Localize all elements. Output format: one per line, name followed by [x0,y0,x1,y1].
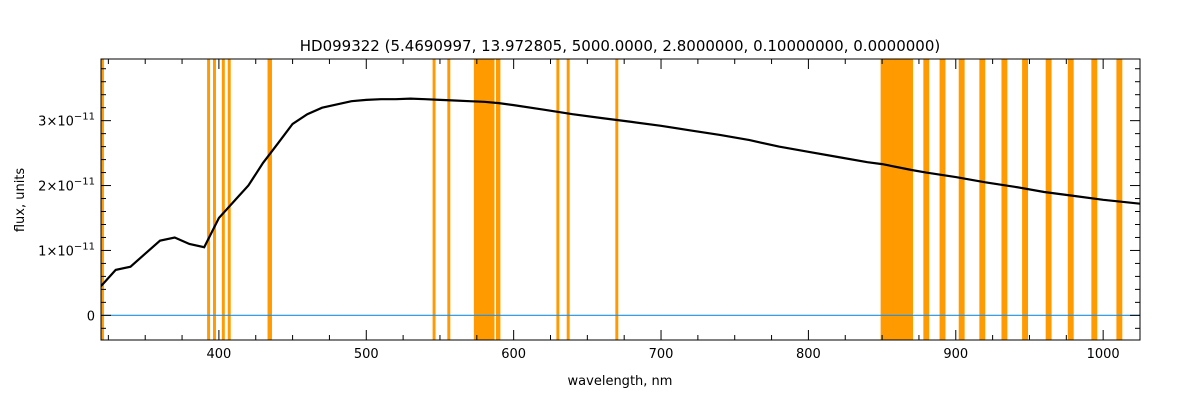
masked-region-8 [473,59,495,340]
x-tick-label-0: 400 [206,347,231,362]
masked-region-4 [227,59,231,340]
masked-region-23 [1116,59,1123,340]
x-tick-label-6: 1000 [1087,347,1120,362]
plot-frame [100,58,1141,341]
masked-region-5 [267,59,272,340]
masked-region-0 [101,59,104,340]
y-tick-label-2: 2×10−11 [38,177,95,195]
x-tick-label-5: 900 [943,347,968,362]
masked-region-12 [615,59,619,340]
y-axis: 0 1×10−11 2×10−11 3×10−11 [38,68,1140,329]
y-axis-label: flux, units [13,168,28,233]
x-axis: 400 500 600 700 800 900 1000 [107,59,1141,362]
masked-region-17 [979,59,986,340]
y-tick-label-0: 0 [87,309,95,324]
x-tick-label-3: 700 [649,347,674,362]
masked-region-18 [1001,59,1008,340]
x-tick-label-1: 500 [354,347,379,362]
masked-region-9 [495,59,501,340]
x-tick-label-4: 800 [796,347,821,362]
masked-region-15 [939,59,946,340]
masked-region-13 [880,59,914,340]
masked-region-11 [566,59,570,340]
masked-region-7 [447,59,451,340]
series-group [101,97,1140,316]
masked-region-3 [221,59,225,340]
masked-region-21 [1067,59,1074,340]
masked-region-14 [923,59,930,340]
masked-region-2 [213,59,216,340]
masked-region-20 [1045,59,1052,340]
masked-region-16 [958,59,965,340]
x-tick-label-2: 600 [501,347,526,362]
masked-region-10 [556,59,560,340]
x-axis-label: wavelength, nm [568,374,673,389]
masked-region-19 [1022,59,1028,340]
series-line-0 [101,97,1140,287]
masked-region-1 [207,59,211,340]
masked-region-6 [432,59,436,340]
masked-regions [101,59,1123,340]
y-tick-label-3: 3×10−11 [38,112,95,130]
chart-title: HD099322 (5.4690997, 13.972805, 5000.000… [300,37,940,55]
y-tick-label-1: 1×10−11 [38,241,95,259]
